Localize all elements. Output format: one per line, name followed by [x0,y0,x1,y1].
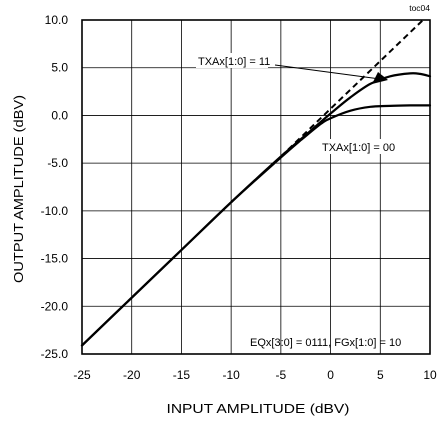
x-tick-label: -5 [276,368,287,382]
x-tick-label: 5 [377,368,384,382]
y-tick-labels: 10.0 5.0 0.0 -5.0 -10.0 -15.0 -20.0 -25.0 [41,13,69,361]
plot-frame [81,19,431,355]
y-axis-label: OUTPUT AMPLITUDE (dBV) [12,95,26,283]
y-tick-label: -15.0 [41,252,69,266]
txa00-label-background [320,139,428,154]
series-layer [80,20,432,347]
y-tick-label: -20.0 [41,299,69,313]
y-tick-label: 0.0 [51,108,68,122]
y-tick-label: -5.0 [47,156,68,170]
x-axis-label: INPUT AMPLITUDE (dBV) [167,402,350,416]
x-tick-label: 0 [327,368,334,382]
ideal-linear-reference-line [280,20,425,158]
figure-id-label: toc04 [409,3,430,13]
y-tick-label: 5.0 [51,61,68,75]
txa11-annotation: TXAx[1:0] = 11 [198,56,270,68]
y-tick-label: 10.0 [45,13,69,27]
x-tick-label: 10 [423,368,437,382]
txa11-label-background [196,53,268,68]
txa00-annotation: TXAx[1:0] = 00 [322,142,395,154]
txa11-leader-line [274,64,381,80]
series-txa00-line [80,104,432,347]
grid-lines [81,19,431,355]
y-tick-label: -25.0 [41,347,69,361]
series-txa11-line [80,72,432,347]
x-tick-label: -15 [173,368,191,382]
y-tick-label: -10.0 [41,204,69,218]
x-tick-label: -10 [222,368,240,382]
x-tick-label: -25 [73,368,91,382]
x-tick-label: -20 [123,368,141,382]
txa11-leader-arrowhead [372,72,388,84]
x-tick-labels: -25 -20 -15 -10 -5 0 5 10 [73,368,437,382]
setting-annotation: EQx[3:0] = 0111, FGx[1:0] = 10 [250,337,401,349]
